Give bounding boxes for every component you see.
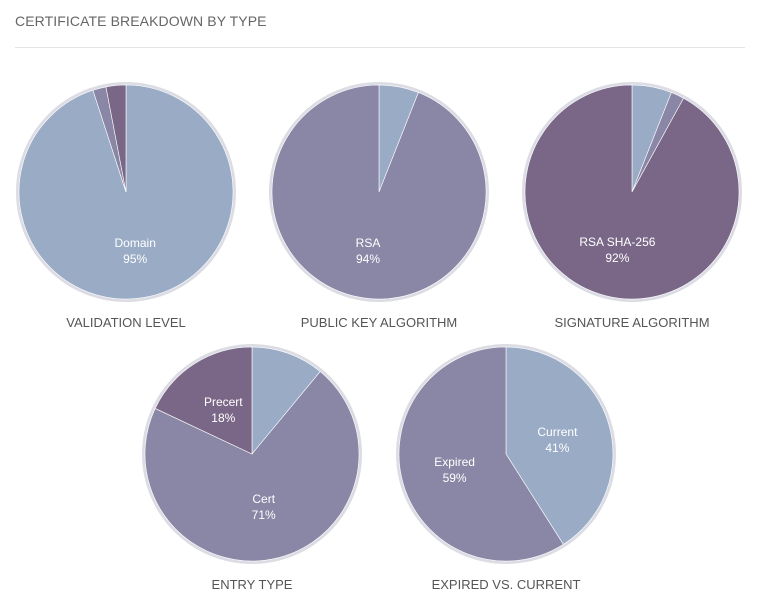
slice-percent: 95%	[123, 252, 147, 266]
chart-title-validation-level: VALIDATION LEVEL	[66, 315, 186, 330]
slice-label: Current	[537, 425, 578, 439]
slice-label: RSA SHA-256	[579, 235, 655, 249]
page-header: CERTIFICATE BREAKDOWN BY TYPE	[15, 13, 745, 48]
chart-expired-vs-current: Current 41% Expired 59% EXPIRED VS. CURRENT	[391, 339, 621, 592]
pie-slice-precert[interactable]	[154, 346, 253, 455]
slice-label: Domain	[115, 236, 156, 250]
chart-entry-type: Cert 71% Precert 18% ENTRY TYPE	[137, 339, 367, 592]
page-title: CERTIFICATE BREAKDOWN BY TYPE	[15, 13, 267, 29]
chart-title-expired-vs-current: EXPIRED VS. CURRENT	[431, 577, 581, 592]
slice-label: Expired	[434, 455, 475, 469]
chart-signature-algorithm: RSA SHA-256 92% SIGNATURE ALGORITHM	[517, 77, 747, 330]
chart-title-entry-type: ENTRY TYPE	[211, 577, 293, 592]
pie-public-key-algorithm: RSA 94%	[269, 82, 489, 302]
pie-slice-other-2[interactable]	[105, 84, 127, 193]
slice-label: RSA	[356, 236, 381, 250]
pie-signature-algorithm: RSA SHA-256 92%	[522, 82, 742, 302]
slice-percent: 59%	[443, 471, 467, 485]
pie-expired-vs-current: Current 41% Expired 59%	[396, 344, 616, 564]
chart-title-signature-algorithm: SIGNATURE ALGORITHM	[554, 315, 710, 330]
chart-title-public-key-algorithm: PUBLIC KEY ALGORITHM	[300, 315, 458, 330]
slice-label: Cert	[252, 492, 275, 506]
pie-slice-current[interactable]	[505, 346, 614, 545]
pie-slice-expired[interactable]	[398, 346, 564, 562]
slice-percent: 41%	[545, 441, 569, 455]
slice-percent: 18%	[211, 411, 235, 425]
pie-slice-cert[interactable]	[144, 371, 360, 562]
slice-label: Precert	[204, 395, 243, 409]
pie-validation-level: Domain 95%	[16, 82, 236, 302]
pie-slice-rsa[interactable]	[271, 84, 487, 300]
slice-percent: 94%	[356, 252, 380, 266]
slice-percent: 71%	[252, 508, 276, 522]
pie-entry-type: Cert 71% Precert 18%	[142, 344, 362, 564]
pie-slice-rsa-sha-256[interactable]	[524, 84, 740, 300]
chart-validation-level: Domain 95% VALIDATION LEVEL	[11, 77, 241, 330]
chart-public-key-algorithm: RSA 94% PUBLIC KEY ALGORITHM	[264, 77, 494, 330]
slice-percent: 92%	[605, 251, 629, 265]
pie-slice-other-0[interactable]	[251, 346, 321, 455]
